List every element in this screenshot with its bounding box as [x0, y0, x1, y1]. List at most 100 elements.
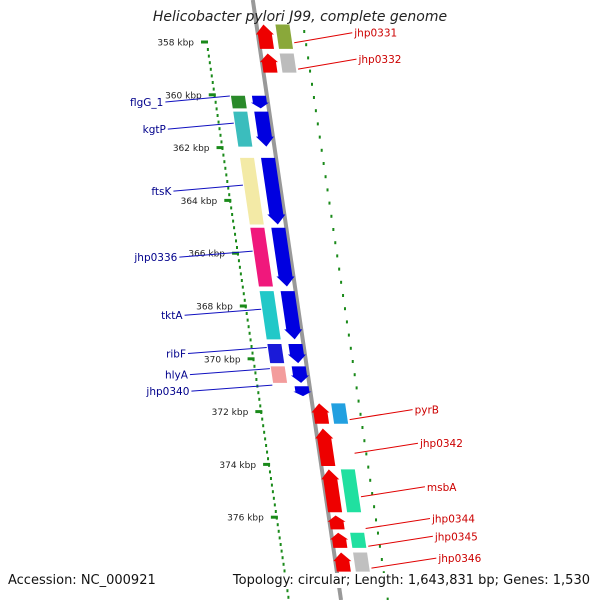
- ruler-dot: [287, 595, 290, 599]
- ruler-dot: [211, 81, 214, 84]
- gene-arrow: [330, 532, 349, 548]
- label-connector: [191, 384, 273, 392]
- ruler-dot: [314, 109, 317, 113]
- ruler-dot: [332, 228, 335, 231]
- ruler-dot: [371, 492, 374, 495]
- ruler-dot: [252, 358, 255, 362]
- ruler-dot: [208, 61, 211, 65]
- ruler-dot: [239, 272, 242, 276]
- ruler-dot: [262, 424, 265, 428]
- ruler-dot: [375, 518, 378, 522]
- ruler-dot: [278, 536, 281, 540]
- ruler-dot: [269, 477, 272, 480]
- cog-box: [331, 403, 349, 424]
- cog-box: [259, 291, 281, 340]
- ruler-dot: [264, 437, 267, 441]
- ruler-dot: [305, 43, 308, 47]
- ruler-dot: [243, 298, 246, 302]
- ruler-dot: [318, 135, 321, 139]
- label-connector: [189, 368, 270, 376]
- ruler-dot: [271, 490, 274, 494]
- gene-arrow: [287, 343, 306, 364]
- ruler-dot: [283, 569, 286, 573]
- ruler-dot: [347, 333, 350, 337]
- ruler-dot: [357, 399, 360, 403]
- ruler-dot: [259, 404, 262, 408]
- ruler-dot: [206, 48, 209, 51]
- ruler-dot: [229, 199, 232, 203]
- ruler-dot: [378, 544, 381, 548]
- ruler-dot: [207, 54, 210, 58]
- ruler-dot: [274, 510, 277, 513]
- ruler-dot: [309, 69, 312, 73]
- ruler-dot: [334, 241, 337, 245]
- label-connector: [187, 347, 267, 355]
- label-connector: [173, 184, 243, 192]
- ruler-dot: [217, 120, 220, 124]
- gene-label-forward: flgG_1: [130, 97, 163, 109]
- ruler-dot: [227, 186, 230, 190]
- tick-label: 372 kbp: [212, 408, 249, 418]
- ruler-dot: [340, 280, 343, 284]
- gene-label-forward: tktA: [161, 310, 183, 322]
- ruler-dot: [242, 292, 245, 296]
- ruler-dot: [223, 160, 226, 164]
- ruler-dot: [226, 180, 229, 183]
- label-connector: [371, 557, 437, 569]
- ruler-dot: [361, 426, 364, 429]
- cog-box: [233, 111, 253, 147]
- ruler-dot: [279, 543, 282, 546]
- ruler-dot: [266, 450, 269, 454]
- ruler-dot: [359, 412, 362, 416]
- label-connector: [349, 409, 413, 421]
- ruler-dot: [221, 147, 224, 150]
- gene-label-reverse: jhp0332: [357, 54, 401, 66]
- gene-label-reverse: jhp0344: [431, 513, 475, 525]
- ruler-dot: [219, 133, 222, 137]
- label-connector: [365, 517, 431, 529]
- ruler-dot: [276, 523, 279, 527]
- ruler-dot: [210, 74, 213, 78]
- tick-label: 364 kbp: [181, 197, 218, 207]
- ruler-dot: [241, 285, 244, 289]
- ruler-dot: [324, 175, 327, 179]
- ruler-dot: [328, 201, 331, 205]
- gene-label-reverse: pyrB: [415, 405, 439, 417]
- ruler-dot: [365, 452, 368, 456]
- ruler-dot: [267, 457, 270, 461]
- gene-label-forward: hlyA: [165, 370, 189, 382]
- ruler-dot: [224, 166, 227, 170]
- ruler-dot: [367, 465, 370, 469]
- ruler-dot: [225, 173, 228, 177]
- ruler-dot: [222, 153, 225, 157]
- ruler-dot: [249, 338, 252, 342]
- ruler-dot: [244, 305, 247, 309]
- ruler-dot: [380, 558, 383, 561]
- gene-label-reverse: jhp0345: [434, 531, 478, 543]
- cog-box: [230, 95, 247, 109]
- ruler-dot: [336, 254, 339, 258]
- gene-arrow: [259, 53, 278, 73]
- ruler-dot: [263, 430, 266, 434]
- ruler-dot: [322, 162, 325, 165]
- ruler-dot: [218, 127, 221, 131]
- cog-box: [340, 469, 362, 513]
- ruler-dot: [281, 556, 284, 560]
- label-connector: [167, 122, 234, 130]
- gene-arrows: [250, 24, 352, 572]
- ruler-dot: [303, 30, 306, 33]
- gene-arrow: [321, 469, 343, 513]
- ruler-dot: [338, 267, 341, 271]
- gene-label-forward: ftsK: [151, 186, 172, 198]
- gene-label-reverse: jhp0342: [419, 438, 463, 450]
- tick-label: 368 kbp: [196, 303, 233, 313]
- label-connector: [179, 250, 253, 258]
- ruler-dot: [349, 346, 352, 350]
- ruler-dot: [209, 67, 212, 71]
- ruler-dot: [235, 239, 238, 243]
- ruler-dot: [254, 371, 257, 375]
- ruler-dot: [236, 252, 239, 256]
- ruler-dot: [272, 496, 275, 500]
- ruler-dot: [268, 463, 271, 467]
